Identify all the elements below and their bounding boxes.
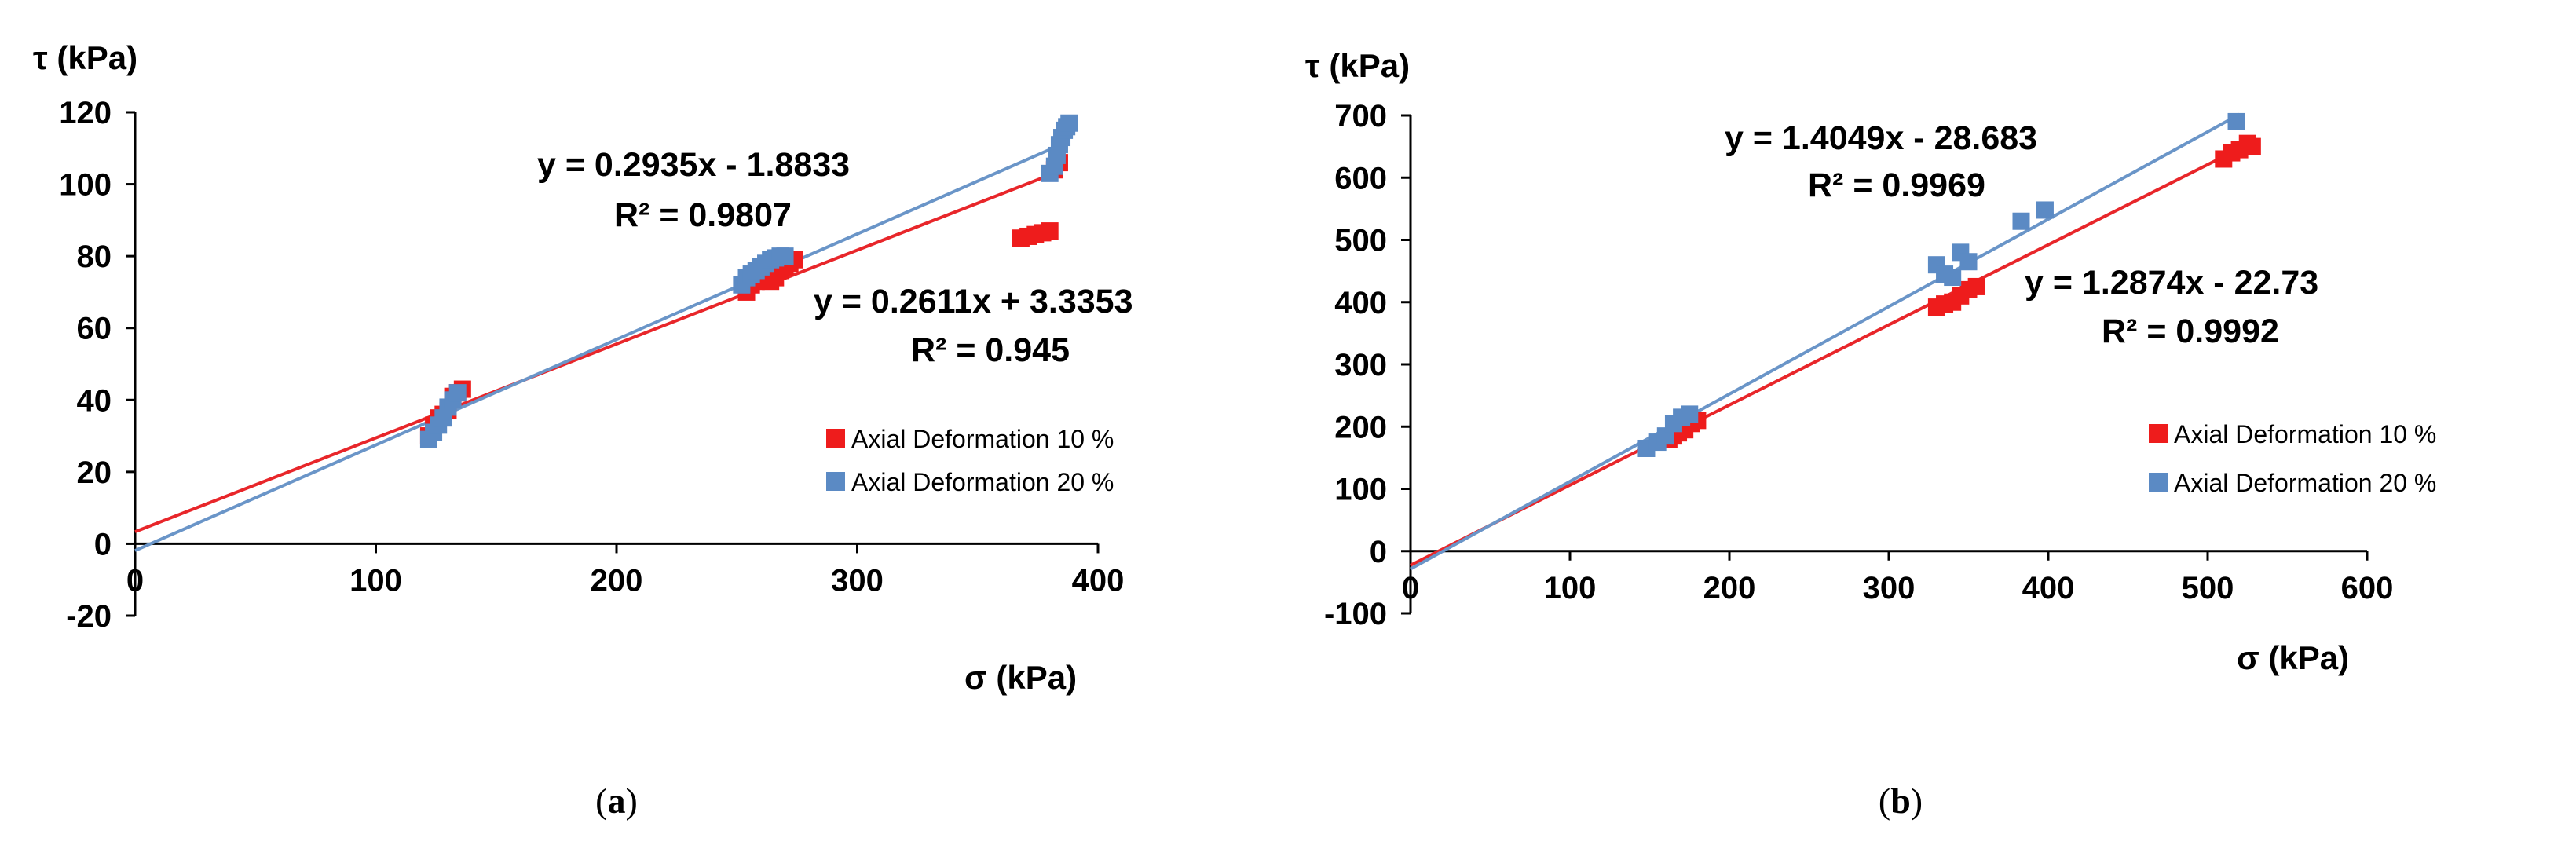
chart-b-x-tick-label: 200: [1703, 571, 1756, 605]
chart-a-y-tick-label: 0: [94, 527, 112, 562]
chart-a-y-tick-label: 100: [59, 168, 112, 203]
chart-a-y-tick-label: 120: [59, 96, 112, 130]
chart-b-x-tick-label: 600: [2341, 571, 2394, 605]
chart-b-y-tick-label: 600: [1334, 161, 1387, 196]
chart-b-legend-marker-10: [2149, 424, 2168, 443]
chart-a-caption: (a): [595, 781, 638, 821]
chart-a-point-20: [776, 247, 794, 265]
chart-a-caption-letter: a: [608, 781, 626, 821]
chart-a-equation-20: y = 0.2935x - 1.8833: [537, 146, 850, 184]
chart-a-equation-10: y = 0.2611x + 3.3353: [814, 283, 1133, 320]
chart-a-legend-label-10: Axial Deformation 10 %: [851, 425, 1114, 453]
chart-a-point-20: [1060, 114, 1078, 132]
chart-a-legend-marker-10: [826, 429, 845, 448]
chart-b-y-tick-label: 300: [1334, 348, 1387, 382]
chart-b-x-tick-label: 0: [1402, 571, 1419, 605]
chart-b: τ (kPa) σ (kPa) -100 0 100 200 300 400 500 600 7…: [1305, 47, 2436, 821]
chart-a-fit-line-20: [134, 142, 1063, 552]
chart-a-legend-label-20: Axial Deformation 20 %: [851, 468, 1114, 496]
chart-a-legend-marker-20: [826, 472, 845, 491]
chart-a-caption-open: (: [595, 781, 607, 821]
chart-b-caption: (b): [1879, 781, 1923, 821]
chart-b-point-20: [1944, 269, 1962, 287]
chart-a-y-tick-label: 60: [77, 312, 112, 346]
chart-b-r2-10: R² = 0.9992: [2102, 313, 2279, 350]
chart-b-x-tick-label: 300: [1863, 571, 1916, 605]
chart-a-point-20: [448, 384, 467, 402]
chart-a-fit-line-10: [134, 169, 1063, 534]
chart-b-point-20: [1959, 253, 1978, 271]
chart-a-ylabel: τ (kPa): [33, 39, 137, 76]
chart-b-caption-close: ): [1911, 781, 1923, 821]
chart-b-y-tick-label: 200: [1334, 410, 1387, 444]
chart-b-y-tick-label: -100: [1324, 597, 1387, 631]
chart-b-x-tick-label: 500: [2182, 571, 2234, 605]
chart-b-point-20: [2227, 112, 2245, 130]
chart-b-legend-label-10: Axial Deformation 10 %: [2174, 420, 2436, 448]
chart-a-xlabel: σ (kPa): [964, 659, 1077, 696]
chart-a-y-tick-label: 80: [77, 240, 112, 274]
chart-a-caption-close: ): [626, 781, 638, 821]
chart-a-r2-20: R² = 0.9807: [614, 196, 792, 234]
chart-a-x-tick-label: 400: [1072, 563, 1125, 598]
chart-b-x-tick-label: 100: [1544, 571, 1597, 605]
chart-b-legend-marker-20: [2149, 473, 2168, 492]
chart-a-x-tick-label: 0: [126, 563, 144, 598]
chart-b-y-tick-label: 700: [1334, 99, 1387, 134]
chart-a-y-tick-label: 40: [77, 383, 112, 418]
chart-b-point-10: [1967, 277, 1985, 295]
chart-a: τ (kPa) σ (kPa) -20 0 20 40 60 80 100 120 0 100 20…: [33, 39, 1133, 821]
chart-a-x-tick-label: 200: [591, 563, 643, 598]
chart-b-point-20: [1681, 405, 1699, 423]
chart-a-y-tick-label: 20: [77, 455, 112, 490]
chart-b-legend-label-20: Axial Deformation 20 %: [2174, 469, 2436, 497]
chart-a-y-tick-label: -20: [66, 599, 112, 634]
chart-b-x-tick-label: 400: [2022, 571, 2075, 605]
chart-a-x-tick-label: 300: [831, 563, 884, 598]
chart-b-point-20: [2036, 201, 2054, 219]
chart-a-r2-10: R² = 0.945: [911, 331, 1070, 369]
chart-b-point-10: [2243, 137, 2261, 155]
chart-b-equation-20: y = 1.4049x - 28.683: [1725, 119, 2037, 157]
chart-b-y-tick-label: 400: [1334, 286, 1387, 320]
chart-b-caption-open: (: [1879, 781, 1890, 821]
chart-b-ylabel: τ (kPa): [1305, 47, 1410, 84]
chart-b-y-tick-label: 100: [1334, 473, 1387, 507]
chart-a-x-tick-label: 100: [349, 563, 402, 598]
chart-b-caption-letter: b: [1890, 781, 1911, 821]
chart-b-y-tick-label: 500: [1334, 224, 1387, 258]
chart-b-equation-10: y = 1.2874x - 22.73: [2025, 264, 2318, 302]
chart-b-fit-line-10: [1410, 147, 2241, 567]
chart-a-point-10: [1041, 222, 1059, 240]
chart-b-y-tick-label: 0: [1370, 535, 1387, 569]
chart-b-point-20: [2012, 212, 2030, 230]
chart-b-xlabel: σ (kPa): [2237, 639, 2349, 676]
chart-b-r2-20: R² = 0.9969: [1808, 166, 1985, 204]
chart-b-fit-line-20: [1410, 112, 2241, 571]
